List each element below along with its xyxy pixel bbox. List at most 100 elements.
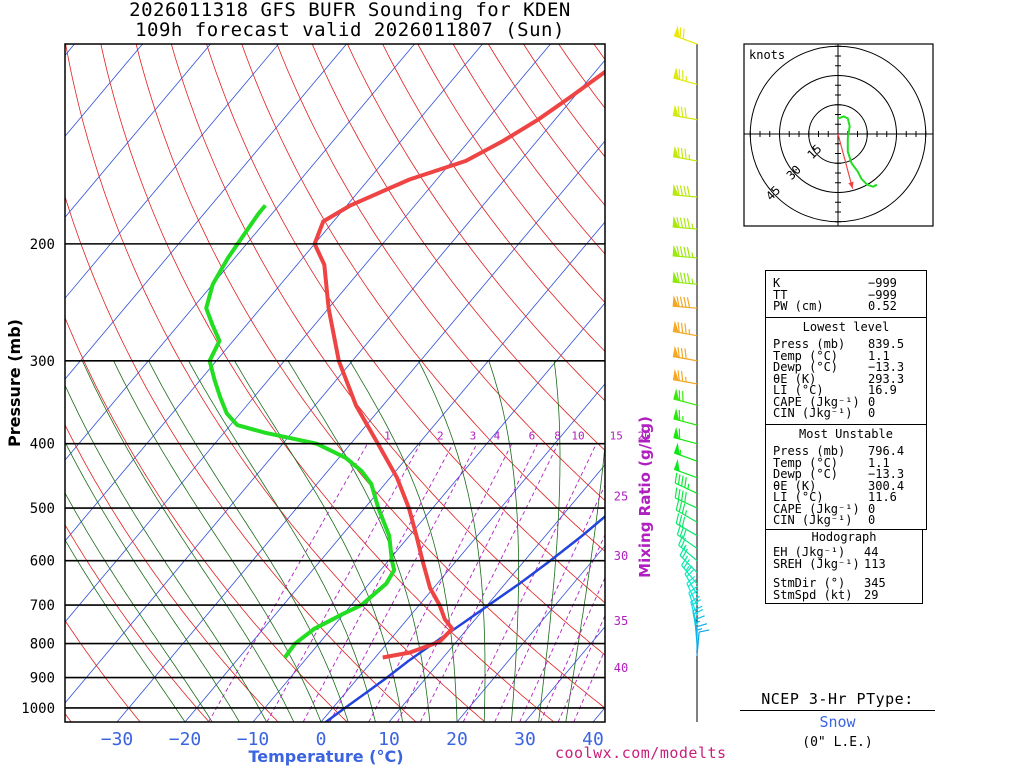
dry-adiabat <box>65 44 486 722</box>
x-tick-label: 20 <box>446 729 468 750</box>
pressure-tick-label: 1000 <box>21 701 55 717</box>
mixing-ratio-label: 6 <box>529 430 536 443</box>
x-tick-label: −20 <box>169 729 202 750</box>
dry-adiabat <box>65 423 279 722</box>
wind-barb <box>674 487 698 509</box>
wind-barb <box>672 244 698 259</box>
dry-adiabat <box>170 44 605 656</box>
hodograph-header: Hodograph <box>811 529 877 544</box>
wind-barb <box>675 499 698 523</box>
wind-barb <box>676 524 698 549</box>
most-unstable-row: CIN (Jkg⁻¹) 0 <box>773 513 876 527</box>
wind-barb <box>672 104 698 121</box>
credit-text: coolwx.com/modelts <box>555 744 727 762</box>
lowest-level-row: LI (°C) 16.9 <box>773 383 897 397</box>
wind-barb <box>673 426 698 445</box>
dry-adiabat <box>206 44 605 604</box>
moist-adiabat <box>565 441 605 722</box>
mixing-ratio-line <box>329 443 478 722</box>
stat-row-k: K −999 <box>773 276 897 290</box>
most-unstable-row: Temp (°C) 1.1 <box>773 455 890 470</box>
ptype-value: Snow <box>819 713 856 731</box>
dry-adiabat <box>276 44 605 502</box>
dewpoint-trace <box>204 204 397 659</box>
mixing-ratio-label: 30 <box>614 549 628 563</box>
wind-barb <box>673 408 698 426</box>
mixing-ratio-line <box>368 443 513 722</box>
wind-barb <box>672 145 698 162</box>
moist-adiabat <box>82 360 295 722</box>
dry-adiabat <box>65 316 348 722</box>
stats-lowest-box: Lowest level Press (mb) 839.5 Temp (°C) 1.1… <box>765 317 927 425</box>
moist-adiabat <box>148 360 349 722</box>
y-axis-label: Pressure (mb) <box>5 319 24 447</box>
moist-adiabat <box>65 539 186 722</box>
moist-adiabat <box>538 360 561 722</box>
lowest-level-row: Dewp (°C) −13.3 <box>773 360 905 374</box>
isotherm-line <box>65 44 415 461</box>
pressure-tick-label: 500 <box>30 501 55 517</box>
dry-adiabat <box>382 44 605 353</box>
pressure-tick-label: 600 <box>30 554 55 570</box>
ptype-panel: NCEP 3-Hr PType: Snow (0" L.E.) <box>740 690 935 750</box>
storm-motion-row: StmSpd (kt) 29 <box>773 587 879 602</box>
mixing-ratio-label: 2 <box>437 430 444 443</box>
storm-motion-row: StmDir (°) 345 <box>773 576 886 590</box>
x-tick-label: 10 <box>378 729 400 750</box>
mixing-ratio-label: 4 <box>494 430 501 443</box>
dry-adiabat <box>65 524 210 722</box>
lowest-level-row: CAPE (Jkg⁻¹) 0 <box>773 394 876 409</box>
dry-adiabat <box>241 44 605 552</box>
lowest-level-row: CIN (Jkg⁻¹) 0 <box>773 406 876 420</box>
pressure-tick-label: 800 <box>30 637 55 653</box>
moist-adiabat <box>65 384 267 722</box>
wind-barb <box>672 345 698 362</box>
mixing-ratio-line <box>557 614 605 722</box>
moist-adiabat <box>188 360 376 722</box>
mixing-ratio-line <box>573 648 605 722</box>
stats-panel: K −999 TT −999 PW (cm) 0.52 Lowest level Pr… <box>765 270 927 604</box>
mixing-ratio-label: 3 <box>470 430 477 443</box>
isotherm-line <box>65 59 605 704</box>
wind-barb <box>673 25 698 45</box>
chart-subtitle: 109h forecast valid 2026011807 (Sun) <box>135 19 565 41</box>
plot-area <box>65 44 605 722</box>
mixing-ratio-label: 8 <box>554 430 561 443</box>
mixing-ratio-label: 25 <box>614 489 628 503</box>
stats-unstable-box: Most Unstable Press (mb) 796.4 Temp (°C) 1.… <box>765 424 927 530</box>
pressure-tick-label: 300 <box>30 354 55 370</box>
wind-barb <box>672 320 698 337</box>
plot-frame <box>64 43 606 723</box>
mixing-ratio-line <box>539 576 605 722</box>
mixing-ratio-line <box>302 443 454 722</box>
hodograph-row: SREH (Jkg⁻¹) 113 <box>773 556 886 571</box>
moist-adiabat <box>65 441 240 722</box>
moist-adiabat <box>418 360 486 722</box>
ptype-divider <box>740 710 935 711</box>
isotherm-line <box>65 44 347 380</box>
x-tick-label: 0 <box>316 729 327 750</box>
wind-barb <box>673 459 698 479</box>
wind-barb <box>696 629 710 656</box>
most-unstable-row: CAPE (Jkg⁻¹) 0 <box>773 501 876 516</box>
x-tick-label: 30 <box>514 729 536 750</box>
moist-adiabat <box>65 492 213 722</box>
mixing-ratio-label: 35 <box>614 614 628 628</box>
stat-row-tt: TT −999 <box>773 287 897 302</box>
wind-barb <box>696 623 708 651</box>
x-tick-label: −10 <box>237 729 270 750</box>
mixing-ratio-line <box>462 443 597 722</box>
wind-barb <box>673 442 698 462</box>
moist-adiabat <box>234 360 403 722</box>
wind-barb <box>672 368 698 385</box>
hodograph-units-label: knots <box>749 48 785 62</box>
mixing-ratio-label: 10 <box>571 430 584 443</box>
storm-motion-arrowhead <box>848 181 854 189</box>
x-axis-label: Temperature (°C) <box>248 747 403 766</box>
mixing-ratio-label: 20 <box>638 430 651 443</box>
isotherm-line <box>184 221 605 722</box>
hodograph-row: EH (Jkg⁻¹) 44 <box>773 545 879 559</box>
isotherm-line <box>65 44 211 218</box>
lowest-level-row: Temp (°C) 1.1 <box>773 348 890 363</box>
isotherm-line <box>456 545 605 722</box>
